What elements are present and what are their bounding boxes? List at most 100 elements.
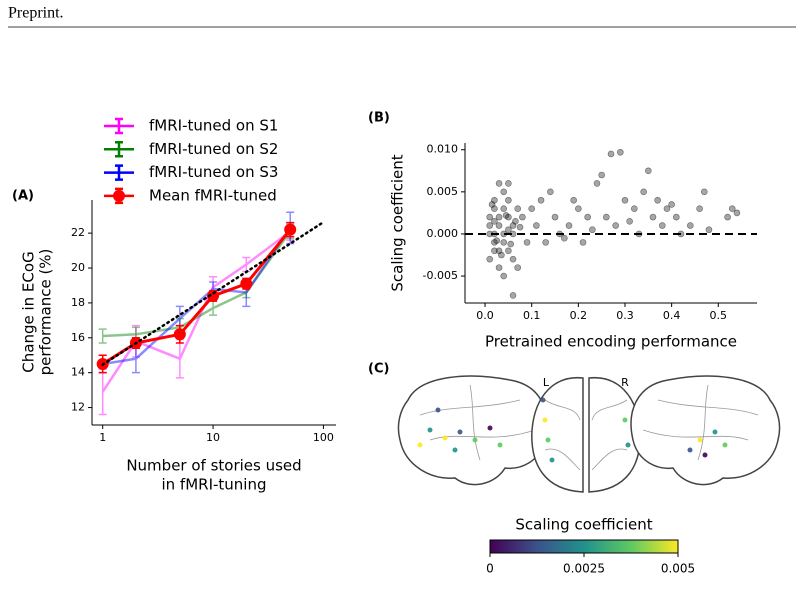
point — [668, 201, 675, 208]
point — [488, 201, 496, 208]
point — [514, 264, 522, 271]
marker — [240, 277, 253, 290]
x-tick-label: 0.0 — [476, 309, 494, 322]
x-axis-label: in fMRI-tuning — [161, 476, 266, 494]
point — [523, 239, 531, 246]
error-bar — [98, 328, 107, 344]
point — [491, 218, 498, 225]
point — [495, 222, 503, 229]
legend-label: fMRI-tuned on S3 — [149, 163, 278, 181]
x-tick-label: 0.5 — [710, 309, 728, 322]
point — [705, 226, 713, 234]
brain-illustration — [397, 375, 781, 493]
point — [498, 251, 505, 259]
point — [673, 213, 680, 221]
y-tick-label: 16 — [71, 331, 85, 344]
x-tick-label: 0.1 — [523, 309, 541, 322]
x-axis-label: Number of stories used — [126, 457, 301, 475]
point — [603, 213, 610, 221]
point — [621, 196, 629, 204]
point — [612, 222, 619, 229]
point — [607, 150, 615, 158]
point — [495, 213, 503, 221]
colorbar — [489, 539, 679, 554]
y-tick-label: 20 — [71, 261, 85, 274]
point — [565, 222, 573, 229]
point — [505, 226, 512, 234]
x-tick-label: 10 — [206, 431, 220, 444]
point — [519, 213, 526, 221]
point — [493, 237, 501, 244]
point — [663, 205, 671, 212]
point — [724, 213, 731, 221]
x-tick-label: 0.2 — [570, 309, 588, 322]
y-tick-label: 0.005 — [427, 185, 459, 198]
series-line — [101, 230, 291, 393]
point — [495, 264, 503, 271]
point — [505, 247, 512, 255]
point — [598, 171, 605, 179]
point — [728, 205, 736, 212]
point — [686, 222, 694, 229]
point — [537, 196, 545, 204]
point — [626, 218, 633, 225]
marker — [284, 223, 297, 236]
x-axis-label: Pretrained encoding performance — [485, 333, 737, 351]
point — [645, 167, 652, 175]
point — [505, 180, 512, 187]
legend-label: fMRI-tuned on S2 — [149, 140, 278, 158]
point — [570, 196, 577, 204]
point — [486, 222, 494, 229]
point — [733, 209, 741, 217]
y-tick-label: 0.010 — [427, 143, 459, 156]
point — [533, 222, 540, 229]
marker — [207, 289, 220, 302]
point — [696, 205, 703, 212]
y-tick-label: 22 — [71, 226, 85, 239]
legend-label: Mean fMRI-tuned — [149, 186, 277, 204]
legend-glyph — [104, 164, 134, 181]
point — [514, 205, 522, 212]
point — [551, 213, 559, 221]
hemisphere-label: R — [621, 376, 629, 389]
point — [500, 272, 508, 280]
legend-glyph — [104, 141, 134, 158]
legend-label: fMRI-tuned on S1 — [149, 117, 278, 135]
point — [500, 188, 508, 196]
point — [495, 180, 503, 187]
colorbar-tick-label: 0.0025 — [563, 562, 605, 576]
point — [542, 239, 549, 246]
point — [593, 180, 601, 187]
point — [589, 226, 596, 234]
error-bar — [242, 256, 251, 273]
y-tick-label: 12 — [71, 401, 85, 414]
x-tick-label: 0.4 — [663, 309, 681, 322]
point — [512, 218, 519, 225]
y-axis-label: Scaling coefficient — [389, 154, 407, 291]
point — [547, 188, 554, 196]
x-tick-label: 0.3 — [616, 309, 634, 322]
colorbar-title: Scaling coefficient — [515, 516, 652, 534]
point — [649, 213, 657, 221]
legend-marker — [113, 189, 125, 202]
y-tick-label: 0.000 — [427, 227, 459, 240]
point — [486, 255, 494, 263]
panel-label: (B) — [368, 111, 390, 126]
point — [509, 255, 517, 263]
point — [509, 292, 517, 299]
y-tick-label: -0.005 — [423, 269, 458, 282]
x-tick-label: 100 — [313, 431, 334, 444]
x-tick-label: 1 — [99, 431, 106, 444]
point — [575, 205, 582, 212]
point — [507, 240, 515, 248]
point — [516, 223, 524, 231]
marker — [173, 328, 186, 341]
y-tick-label: 18 — [71, 296, 85, 309]
point — [528, 205, 536, 212]
point — [659, 222, 666, 229]
y-axis-label: performance (%) — [37, 249, 55, 376]
point — [500, 205, 508, 212]
panel-label: (C) — [368, 362, 389, 377]
point — [640, 188, 647, 196]
